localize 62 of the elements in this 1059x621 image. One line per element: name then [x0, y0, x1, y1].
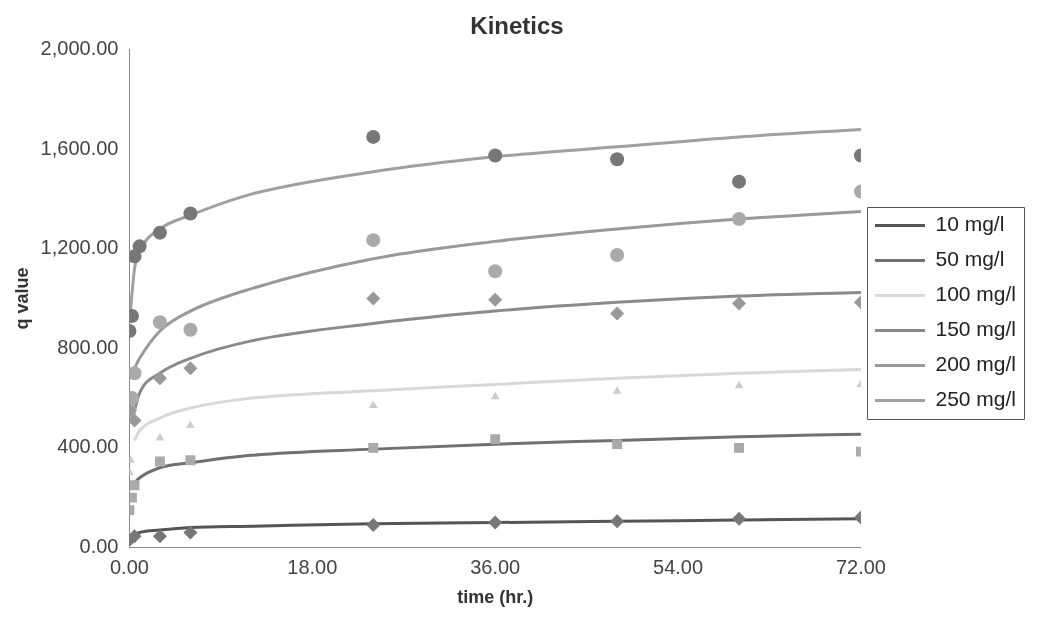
- point: [490, 434, 501, 445]
- y-tick-label: 800.00: [57, 335, 119, 358]
- line-series: [133, 368, 861, 442]
- point: [183, 206, 198, 221]
- x-tick-label: 36.00: [470, 555, 521, 578]
- point: [734, 380, 744, 389]
- x-tick-label: 0.00: [109, 555, 149, 578]
- point: [129, 366, 142, 381]
- point: [152, 225, 167, 240]
- point: [732, 511, 747, 526]
- y-tick-label: 1,600.00: [40, 136, 119, 159]
- point: [488, 292, 503, 307]
- point: [152, 371, 167, 386]
- point: [366, 518, 381, 533]
- point: [366, 233, 381, 248]
- point: [185, 455, 196, 466]
- legend-label: 50 mg/l: [935, 247, 1005, 271]
- point: [129, 480, 140, 491]
- point: [610, 514, 625, 529]
- point: [488, 148, 503, 163]
- point: [154, 456, 165, 467]
- point: [612, 386, 622, 394]
- point: [183, 525, 198, 540]
- y-tick-label: 1,200.00: [40, 236, 119, 259]
- x-axis-title: time (hr.): [457, 587, 534, 608]
- legend-label: 100 mg/l: [935, 282, 1016, 306]
- point: [610, 248, 625, 263]
- point: [612, 439, 623, 450]
- point: [155, 432, 165, 441]
- point: [183, 322, 198, 337]
- point: [732, 174, 747, 189]
- legend-label: 200 mg/l: [935, 352, 1016, 376]
- point: [152, 315, 167, 330]
- legend-label: 250 mg/l: [935, 387, 1016, 411]
- point: [129, 413, 142, 428]
- y-tick-label: 0.00: [79, 534, 119, 557]
- point: [488, 264, 503, 279]
- point: [488, 515, 503, 530]
- point: [186, 420, 195, 428]
- y-tick-label: 400.00: [57, 435, 119, 458]
- y-tick-label: 2,000.00: [40, 37, 119, 60]
- x-tick-label: 72.00: [835, 555, 886, 578]
- point: [129, 529, 142, 544]
- point: [610, 306, 625, 321]
- point: [490, 391, 500, 400]
- point: [132, 239, 147, 254]
- point: [183, 361, 198, 376]
- point: [368, 442, 379, 453]
- point: [152, 529, 167, 544]
- x-tick-label: 54.00: [653, 555, 704, 578]
- point: [734, 442, 744, 453]
- legend-label: 10 mg/l: [935, 212, 1005, 236]
- x-tick-label: 18.00: [287, 555, 338, 578]
- point: [366, 129, 381, 144]
- point: [368, 400, 378, 409]
- point: [366, 291, 381, 306]
- point: [732, 296, 747, 311]
- legend-label: 150 mg/l: [935, 317, 1016, 341]
- y-axis-title: q value: [11, 267, 32, 330]
- point: [610, 152, 625, 167]
- point: [732, 211, 747, 226]
- chart-title: Kinetics: [470, 12, 564, 40]
